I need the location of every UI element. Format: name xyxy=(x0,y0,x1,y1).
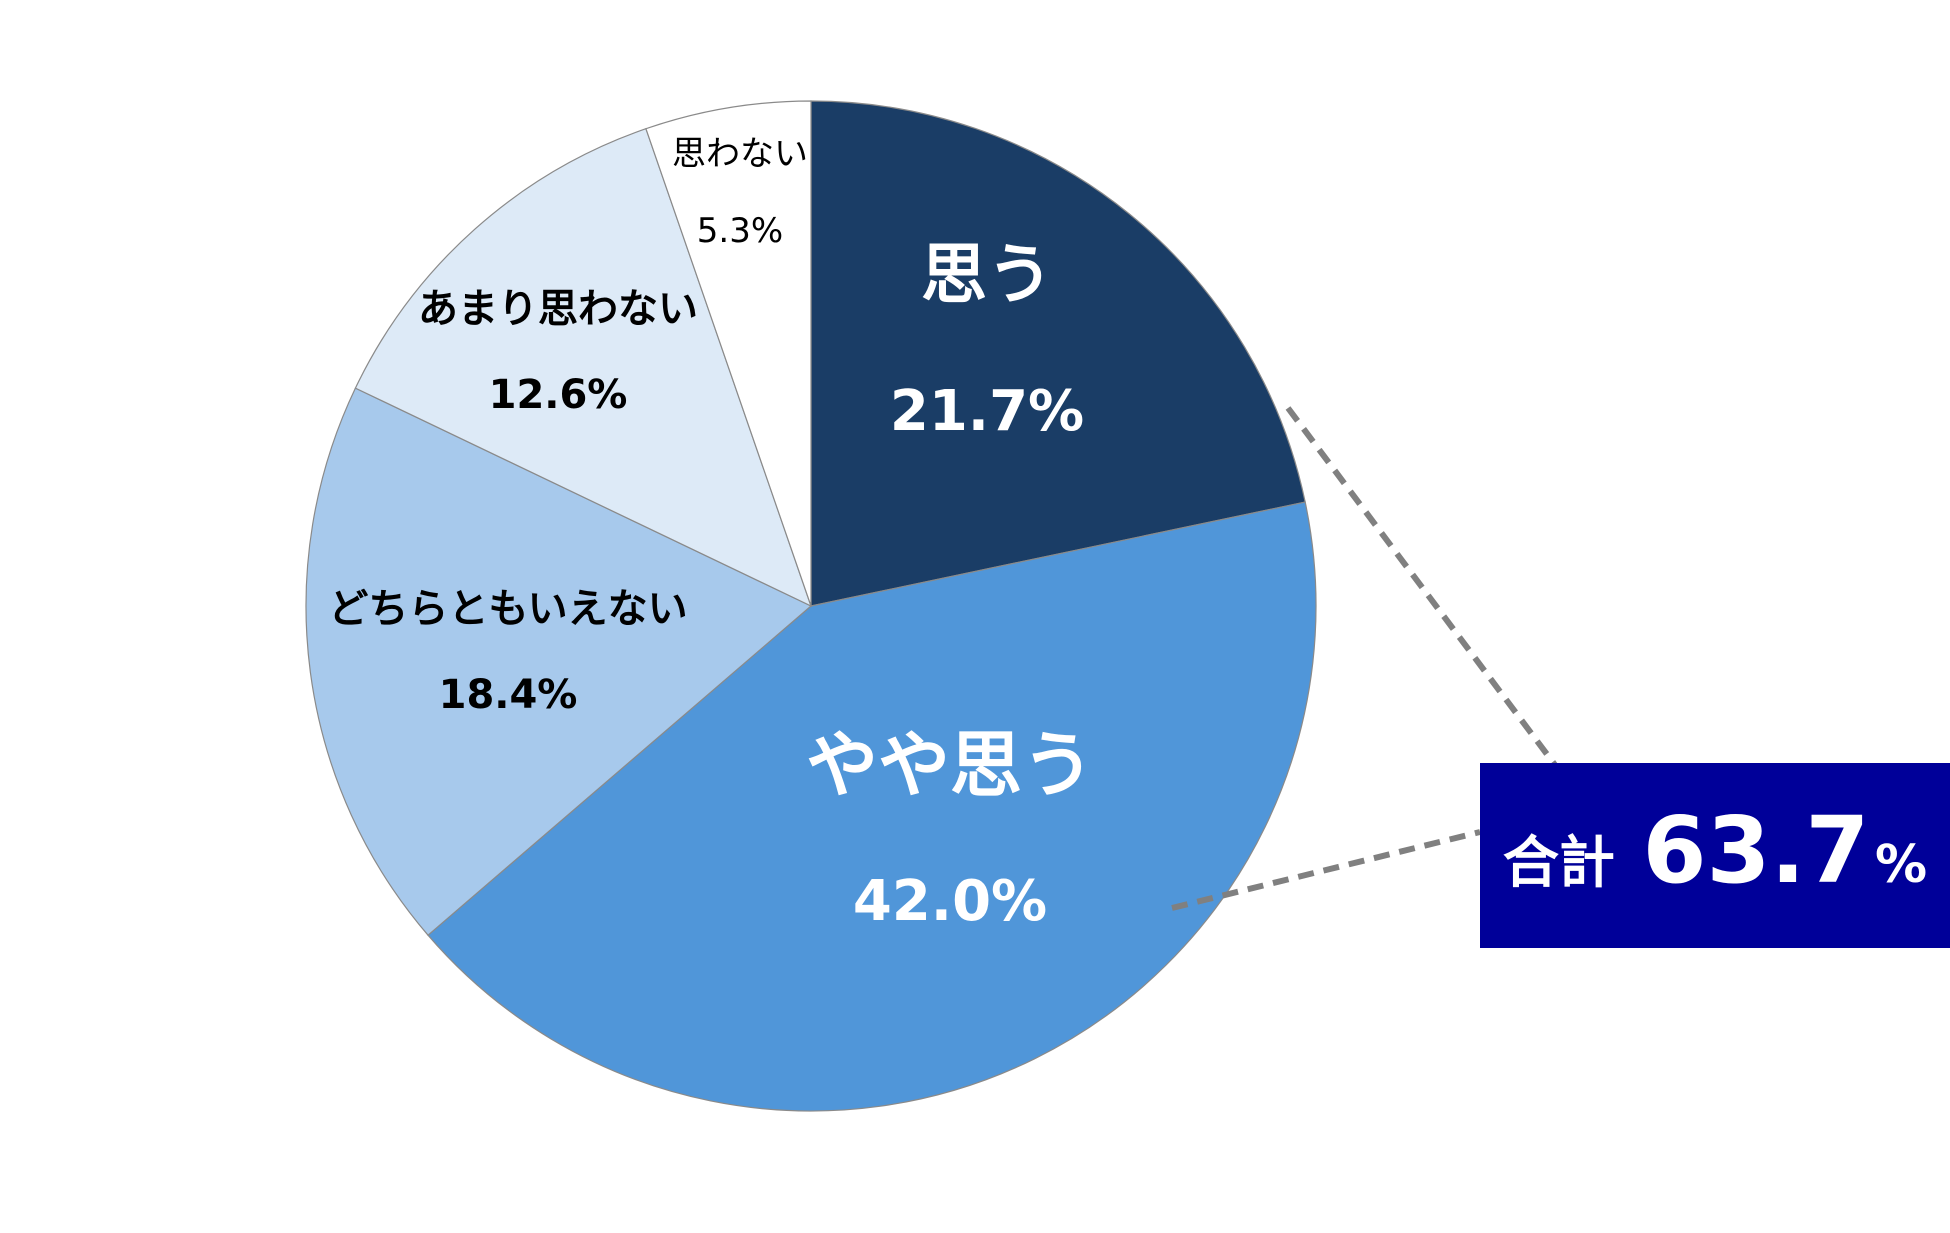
pie-slice xyxy=(354,127,813,608)
slice-value-label: 21.7% xyxy=(890,379,1084,444)
summary-callout: 合計 63.7 % xyxy=(1480,763,1950,948)
summary-unit: % xyxy=(1875,835,1927,895)
slice-label: あまり思わない xyxy=(418,286,698,332)
pie-slices xyxy=(305,100,1317,1112)
slice-value-label: 5.3% xyxy=(697,211,783,251)
slice-value-label: 18.4% xyxy=(439,672,578,718)
summary-connector xyxy=(1285,406,1558,767)
summary-value: 63.7 xyxy=(1642,797,1869,904)
slice-value-label: 12.6% xyxy=(489,372,628,418)
pie-slice xyxy=(810,100,1306,607)
pie-slice xyxy=(645,100,812,607)
summary-connector xyxy=(1171,829,1481,911)
slice-label: どちらともいえない xyxy=(328,586,687,632)
summary-text: 合計 63.7 % xyxy=(1503,797,1927,904)
slice-label: 思う xyxy=(921,236,1053,313)
slice-label: 思わない xyxy=(672,134,808,174)
pie-slice xyxy=(427,501,1317,1112)
summary-connectors xyxy=(1171,406,1558,911)
pie-slice xyxy=(305,387,813,937)
summary-label: 合計 xyxy=(1503,831,1615,896)
slice-label: やや思う xyxy=(806,723,1094,807)
summary-box xyxy=(1480,763,1950,948)
slice-labels: 思う 21.7% やや思う 42.0% どちらともいえない 18.4% あまり思わない 12.… xyxy=(328,134,1094,934)
slice-value-label: 42.0% xyxy=(853,869,1047,934)
